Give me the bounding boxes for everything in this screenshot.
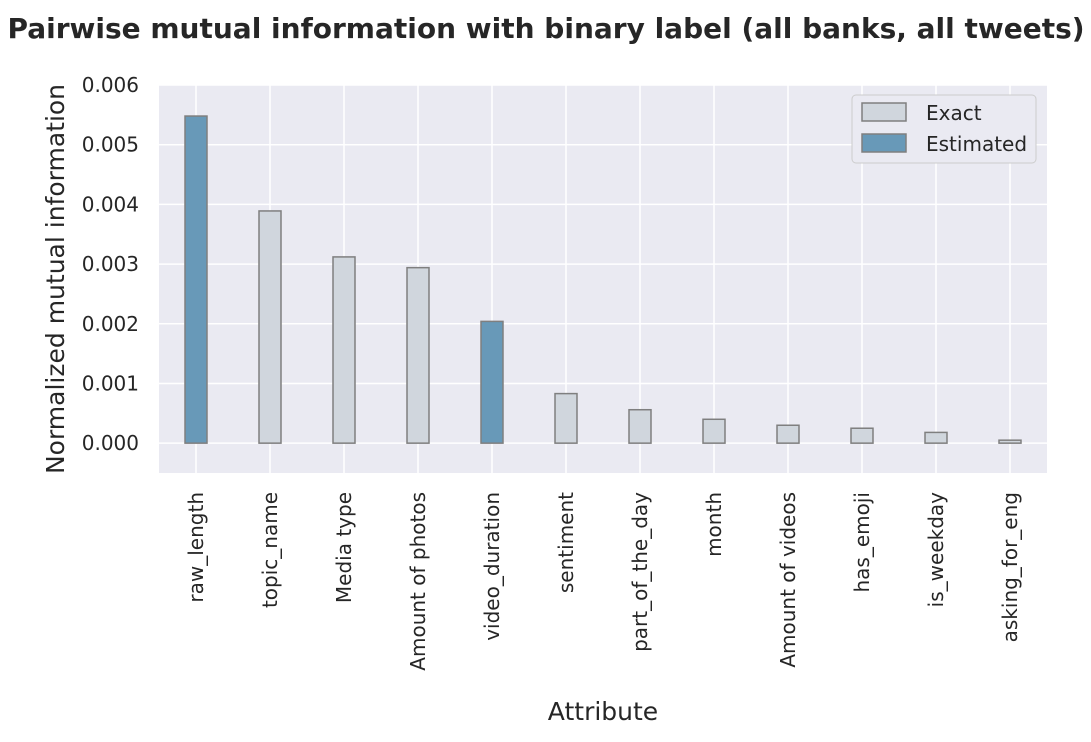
bar-sentiment [554,392,578,444]
y-axis-label: Normalized mutual information [41,84,70,474]
legend-swatch-estimated [861,133,907,153]
x-tick-label: part_of_the_day [628,492,652,652]
bar-video-duration [480,320,504,444]
y-tick-labels: 0.000 0.001 0.002 0.003 0.004 0.005 0.006 [82,73,139,455]
bar-part-of-the-day [628,408,652,444]
chart-title: Pairwise mutual information with binary … [7,12,1084,45]
y-tick-label: 0.003 [82,252,139,276]
legend-swatch-exact [861,102,907,122]
x-tick-label: Amount of videos [776,492,800,668]
y-tick-label: 0.001 [82,371,139,395]
x-tick-label: video_duration [480,492,504,641]
y-tick-label: 0.000 [82,431,139,455]
legend-label-estimated: Estimated [926,132,1027,156]
y-tick-label: 0.005 [82,133,139,157]
bar-topic-name [258,210,282,444]
bar-media-type [332,256,356,444]
y-tick-label: 0.004 [82,192,139,216]
grid [159,84,1047,473]
x-tick-label: raw_length [184,492,208,603]
x-tick-label: topic_name [258,492,282,608]
x-tick-label: Amount of photos [406,492,430,671]
x-tick-label: has_emoji [850,492,874,593]
bar-amount-of-videos [776,424,800,444]
bar-asking-for-eng [998,439,1022,444]
bar-amount-of-photos [406,266,430,444]
x-tick-label: is_weekday [924,492,948,607]
x-tick-labels: raw_length topic_name Media type Amount of … [184,492,1022,671]
x-tick-label: sentiment [554,492,578,593]
bar-has-emoji [850,427,874,444]
bars [184,115,1022,444]
bar-month [702,418,726,444]
x-axis-label: Attribute [548,697,658,726]
x-tick-label: asking_for_eng [998,492,1022,642]
legend-label-exact: Exact [926,101,982,125]
legend: Exact Estimated [851,94,1037,164]
bar-is-weekday [924,431,948,444]
x-tick-label: month [702,492,726,557]
x-tick-label: Media type [332,492,356,603]
y-tick-label: 0.006 [82,73,139,97]
y-tick-label: 0.002 [82,312,139,336]
bar-raw-length [184,115,208,444]
